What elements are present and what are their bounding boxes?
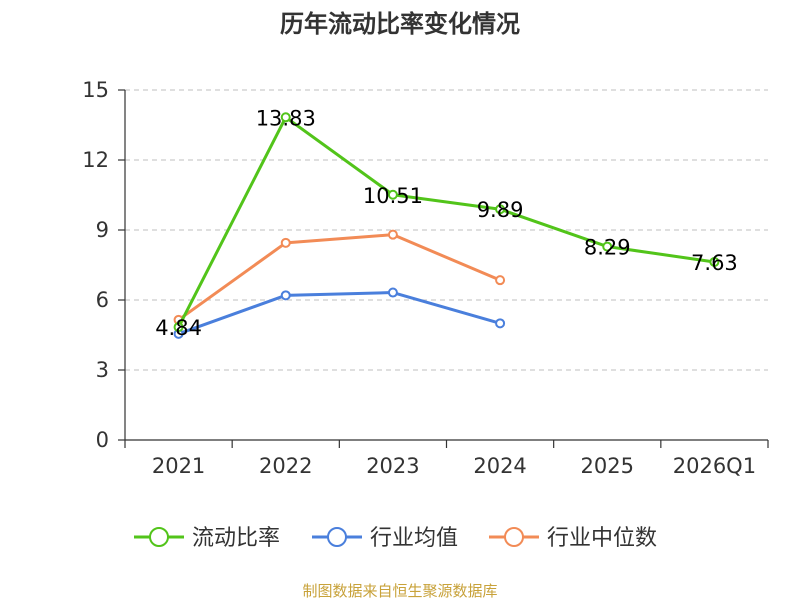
y-tick-label: 6 bbox=[96, 288, 109, 312]
data-label: 7.63 bbox=[691, 251, 738, 275]
x-tick-label: 2026Q1 bbox=[673, 454, 756, 478]
series-line bbox=[178, 291, 501, 336]
x-tick-label: 2023 bbox=[366, 454, 419, 478]
data-point bbox=[709, 256, 720, 267]
data-point bbox=[387, 287, 398, 298]
source-note: 制图数据来自恒生聚源数据库 bbox=[302, 582, 497, 600]
legend-item: 行业中位数 bbox=[489, 526, 657, 551]
data-point bbox=[387, 229, 398, 240]
y-tick-label: 15 bbox=[82, 78, 109, 102]
series-group bbox=[173, 112, 720, 339]
axes: 0 3 6 9 12 15 2021 2022 2023 2024 2025 2026Q1 bbox=[82, 78, 769, 478]
data-point bbox=[495, 204, 506, 215]
y-tick-label: 12 bbox=[82, 148, 109, 172]
data-label: 13.83 bbox=[256, 106, 316, 130]
legend-marker bbox=[327, 527, 347, 547]
legend-label: 行业中位数 bbox=[547, 526, 657, 551]
data-label: 10.51 bbox=[363, 184, 423, 208]
data-label: 8.29 bbox=[584, 236, 631, 260]
y-tick-label: 9 bbox=[96, 218, 109, 242]
data-point bbox=[280, 112, 291, 123]
legend-item: 行业均值 bbox=[312, 526, 458, 551]
data-point bbox=[280, 237, 291, 248]
data-label: 4.84 bbox=[155, 316, 202, 340]
legend: 流动比率 行业均值 行业中位数 bbox=[134, 526, 657, 551]
x-tick-label: 2021 bbox=[152, 454, 205, 478]
legend-marker bbox=[149, 527, 169, 547]
data-point bbox=[602, 241, 613, 252]
legend-label: 行业均值 bbox=[370, 526, 458, 551]
series-line bbox=[177, 115, 715, 328]
data-point bbox=[280, 290, 291, 301]
y-tick-label: 3 bbox=[96, 358, 109, 382]
legend-marker bbox=[504, 527, 524, 547]
data-point bbox=[173, 322, 184, 333]
series-line bbox=[177, 233, 501, 322]
data-label: 9.89 bbox=[477, 198, 524, 222]
x-tick-label: 2022 bbox=[259, 454, 312, 478]
chart-title: 历年流动比率变化情况 bbox=[280, 10, 520, 38]
data-point bbox=[387, 189, 398, 200]
legend-label: 流动比率 bbox=[192, 526, 280, 551]
y-tick-label: 0 bbox=[96, 428, 109, 452]
legend-item: 流动比率 bbox=[134, 526, 280, 551]
gridlines bbox=[125, 89, 768, 371]
data-point bbox=[495, 275, 506, 286]
x-tick-label: 2025 bbox=[581, 454, 634, 478]
x-tick-label: 2024 bbox=[473, 454, 526, 478]
data-point bbox=[495, 318, 506, 329]
data-labels: 4.84 13.83 10.51 9.89 8.29 7.63 bbox=[155, 106, 738, 340]
